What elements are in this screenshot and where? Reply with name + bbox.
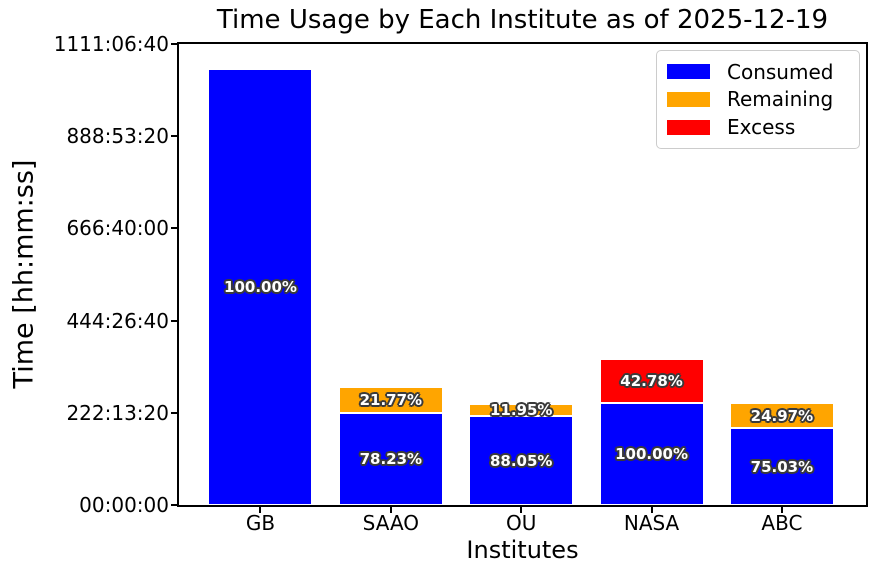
legend: Consumed Remaining Excess: [656, 50, 860, 149]
y-tick-label: 222:13:20: [66, 400, 169, 425]
bar-segment-consumed-ou: [469, 416, 574, 505]
y-tick-mark: [171, 227, 177, 230]
y-tick-mark: [171, 504, 177, 506]
bar-segment-excess-nasa: [599, 359, 704, 403]
y-tick-mark: [171, 319, 177, 322]
bar-label-consumed-saao: 78.23%: [359, 449, 423, 468]
legend-entry-remaining: Remaining: [667, 88, 847, 110]
bar-segment-consumed-nasa: [599, 402, 704, 505]
bar-label-remaining-ou: 11.95%: [489, 401, 553, 420]
x-tick-mark: [650, 507, 653, 513]
y-tick-label: 00:00:00: [79, 493, 169, 517]
y-tick-label: 444:26:40: [66, 308, 169, 333]
y-tick-label: 888:53:20: [66, 124, 169, 149]
y-tick-label: 666:40:00: [66, 216, 169, 241]
legend-label-remaining: Remaining: [727, 87, 834, 112]
bar-label-consumed-abc: 75.03%: [750, 457, 814, 476]
y-tick-mark: [171, 135, 177, 138]
legend-label-excess: Excess: [727, 115, 796, 140]
x-axis-label: Institutes: [466, 536, 579, 564]
bar-label-consumed-ou: 88.05%: [489, 451, 553, 470]
bar-label-consumed-nasa: 100.00%: [615, 444, 689, 463]
x-tick-label: OU: [505, 511, 537, 535]
bar-segment-remaining-abc: [729, 402, 834, 429]
x-tick-mark: [389, 507, 392, 513]
legend-swatch-remaining: [667, 91, 710, 107]
bar-label-consumed-gb: 100.00%: [224, 278, 297, 297]
legend-label-consumed: Consumed: [727, 59, 834, 84]
bar-segment-consumed-abc: [729, 428, 834, 505]
x-tick-label: SAAO: [362, 511, 420, 535]
bar-segment-consumed-saao: [338, 412, 443, 505]
x-tick-mark: [259, 507, 262, 513]
x-tick-label: NASA: [623, 511, 680, 535]
y-tick-mark: [171, 411, 177, 414]
y-tick-mark: [171, 43, 177, 45]
bar-segment-remaining-ou: [469, 404, 574, 417]
bar-label-excess-nasa: 42.78%: [620, 372, 683, 391]
legend-entry-consumed: Consumed: [667, 61, 847, 83]
y-axis-label: Time [hh:mm:ss]: [8, 159, 40, 389]
x-tick-mark: [780, 507, 783, 513]
chart-title: Time Usage by Each Institute as of 2025-…: [216, 5, 829, 35]
legend-swatch-consumed: [667, 64, 710, 80]
plot-area: Consumed Remaining Excess 100.00% 78.23% 21.…: [177, 42, 868, 507]
bar-segment-consumed-gb: [208, 69, 313, 505]
y-tick-label: 1111:06:40: [53, 32, 169, 56]
x-tick-mark: [520, 507, 523, 513]
x-tick-label: GB: [245, 511, 276, 535]
bar-label-remaining-abc: 24.97%: [750, 406, 814, 425]
legend-swatch-excess: [667, 119, 710, 135]
bar-label-remaining-saao: 21.77%: [359, 390, 423, 409]
bar-segment-remaining-saao: [338, 387, 443, 413]
legend-entry-excess: Excess: [667, 116, 847, 138]
x-tick-label: ABC: [761, 511, 803, 535]
